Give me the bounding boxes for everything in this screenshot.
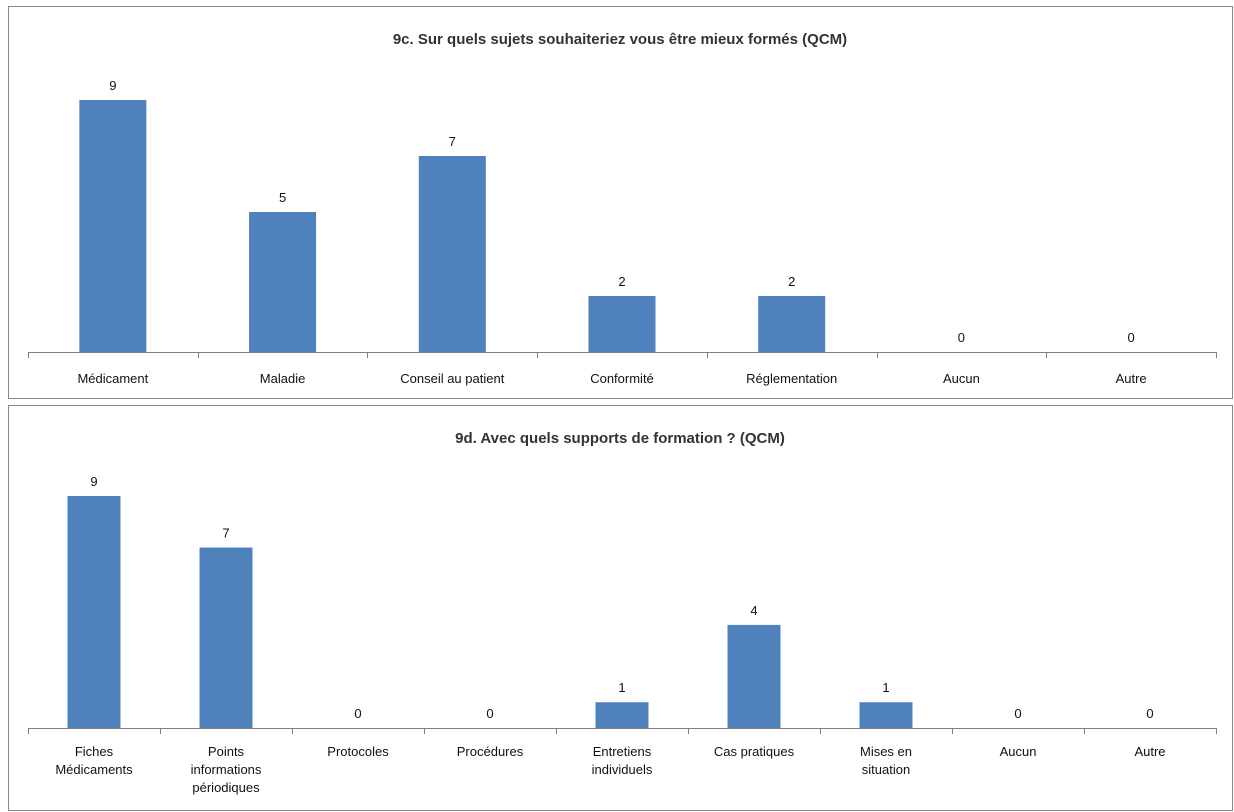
c2-category-label: Aucun bbox=[1000, 744, 1037, 759]
c2-category-label: Entretiens individuels bbox=[592, 744, 653, 777]
c1-category-label: Aucun bbox=[943, 371, 980, 386]
c2-category-label: Cas pratiques bbox=[714, 744, 795, 759]
c1-category-label: Réglementation bbox=[746, 371, 837, 386]
c1-bar bbox=[418, 156, 486, 352]
c2-data-label: 9 bbox=[90, 474, 97, 489]
chart-2-data-labels: 9 7 0 0 1 4 1 0 0 bbox=[90, 474, 1153, 721]
c2-bar bbox=[199, 547, 253, 728]
c1-category-label: Conseil au patient bbox=[400, 371, 504, 386]
c2-data-label: 1 bbox=[882, 680, 889, 695]
chart-2-x-axis bbox=[28, 728, 1217, 734]
c1-category-label: Médicament bbox=[77, 371, 148, 386]
c1-bar bbox=[249, 212, 317, 352]
chart-2-bars bbox=[67, 496, 913, 728]
c2-category-label: Protocoles bbox=[327, 744, 389, 759]
c2-bar bbox=[859, 702, 913, 728]
chart-1-title: 9c. Sur quels sujets souhaiteriez vous ê… bbox=[393, 31, 847, 48]
c1-data-label: 5 bbox=[279, 190, 286, 205]
c2-data-label: 0 bbox=[486, 706, 493, 721]
c2-category-label: Points informations périodiques bbox=[191, 744, 262, 795]
chart-1-bars bbox=[79, 100, 826, 352]
c1-category-label: Conformité bbox=[590, 371, 654, 386]
c2-category-label: Fiches Médicaments bbox=[55, 744, 133, 777]
c1-data-label: 0 bbox=[958, 330, 965, 345]
c2-data-label: 1 bbox=[618, 680, 625, 695]
c2-bar bbox=[727, 624, 781, 728]
c2-data-label: 0 bbox=[354, 706, 361, 721]
c2-data-label: 4 bbox=[750, 603, 757, 618]
c1-data-label: 0 bbox=[1128, 330, 1135, 345]
chart-2-title: 9d. Avec quels supports de formation ? (… bbox=[455, 430, 785, 447]
c2-data-label: 7 bbox=[222, 526, 229, 541]
c1-bar bbox=[588, 296, 656, 352]
c2-bar bbox=[595, 702, 649, 728]
chart-1-data-labels: 9 5 7 2 2 0 0 bbox=[109, 78, 1135, 345]
c2-data-label: 0 bbox=[1146, 706, 1153, 721]
c1-data-label: 9 bbox=[109, 78, 116, 93]
c2-data-label: 0 bbox=[1014, 706, 1021, 721]
c1-category-label: Maladie bbox=[260, 371, 306, 386]
c2-category-label: Mises en situation bbox=[860, 744, 912, 777]
c2-bar bbox=[67, 496, 121, 728]
chart-2-category-labels: Fiches Médicaments Points informations pério… bbox=[55, 744, 1165, 795]
c1-bar bbox=[79, 100, 147, 352]
c1-category-label: Autre bbox=[1116, 371, 1147, 386]
chart-1-category-labels: Médicament Maladie Conseil au patient Confo… bbox=[77, 371, 1146, 386]
c2-category-label: Autre bbox=[1134, 744, 1165, 759]
c1-data-label: 7 bbox=[449, 134, 456, 149]
chart-1: 9c. Sur quels sujets souhaiteriez vous ê… bbox=[28, 31, 1217, 386]
c2-category-label: Procédures bbox=[457, 744, 524, 759]
c1-bar bbox=[758, 296, 826, 352]
chart-1-x-axis bbox=[28, 352, 1217, 358]
c1-data-label: 2 bbox=[618, 274, 625, 289]
c1-data-label: 2 bbox=[788, 274, 795, 289]
chart-2: 9d. Avec quels supports de formation ? (… bbox=[28, 430, 1217, 795]
